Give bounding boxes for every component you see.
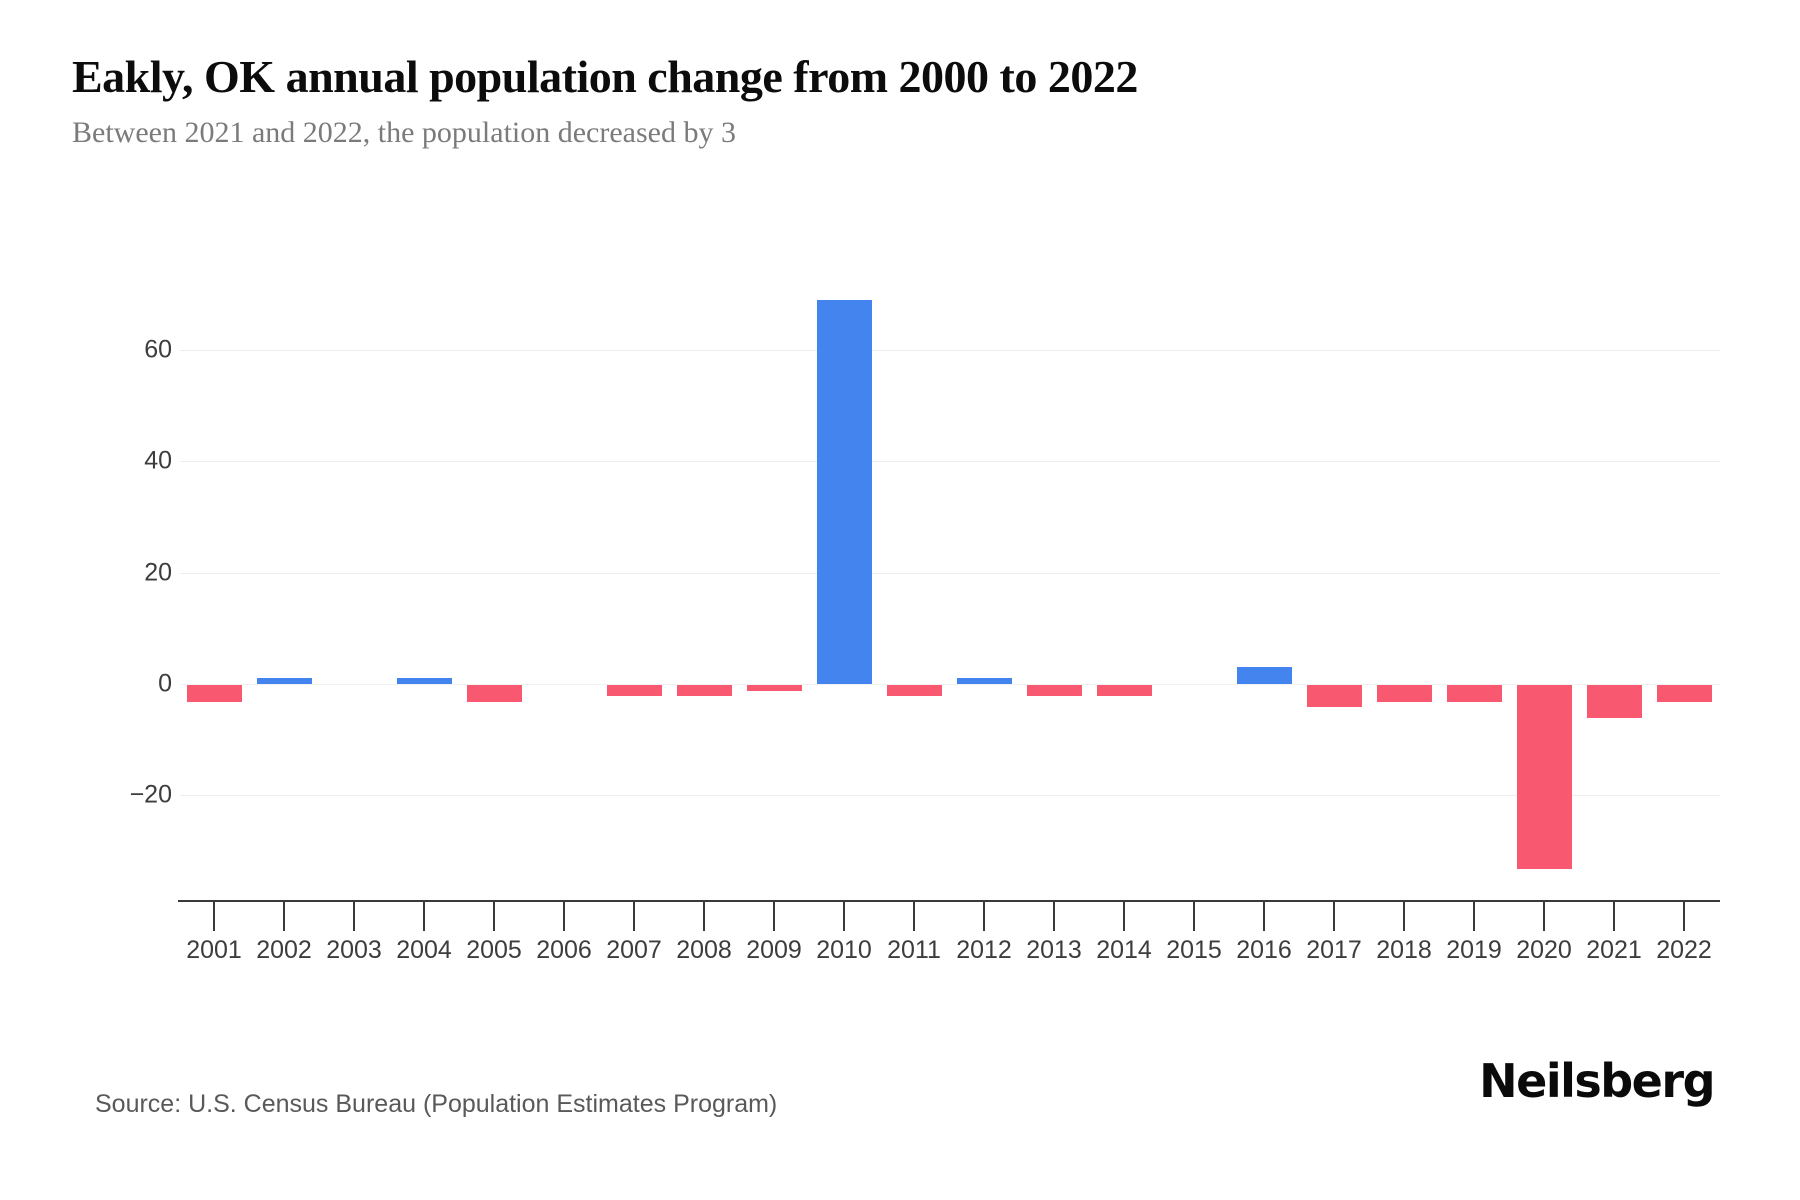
bar-2007[interactable]: [607, 685, 662, 696]
chart-title: Eakly, OK annual population change from …: [72, 51, 1138, 102]
x-axis-label-2021: 2021: [1586, 936, 1642, 964]
bar-2005[interactable]: [467, 685, 522, 702]
x-tick-2010: [843, 902, 845, 931]
x-tick-2019: [1473, 902, 1475, 931]
x-axis-label-2014: 2014: [1096, 936, 1152, 964]
source-note: Source: U.S. Census Bureau (Population E…: [95, 1090, 778, 1118]
x-axis-label-2013: 2013: [1026, 936, 1082, 964]
brand-logo: Neilsberg: [1479, 1054, 1715, 1108]
bar-chart: 60 40 20 0 −20 2001 2002 2003 2004 2005 2006 2007 20…: [129, 300, 1720, 964]
bar-2002[interactable]: [257, 678, 312, 684]
x-tick-2015: [1193, 902, 1195, 931]
bar-2008[interactable]: [677, 685, 732, 696]
x-axis-label-2022: 2022: [1656, 936, 1712, 964]
bar-2021[interactable]: [1587, 685, 1642, 718]
gridline-y-0: [180, 684, 1720, 685]
chart-subtitle: Between 2021 and 2022, the population de…: [72, 116, 736, 149]
x-axis-label-2001: 2001: [186, 936, 242, 964]
bar-2011[interactable]: [887, 685, 942, 696]
bar-2001[interactable]: [187, 685, 242, 702]
x-tick-2004: [423, 902, 425, 931]
bar-2004[interactable]: [397, 678, 452, 684]
x-tick-2007: [633, 902, 635, 931]
x-tick-2018: [1403, 902, 1405, 931]
bar-2014[interactable]: [1097, 685, 1152, 696]
y-axis-label-60: 60: [144, 335, 172, 364]
x-tick-2016: [1263, 902, 1265, 931]
x-tick-2022: [1683, 902, 1685, 931]
x-axis-label-2004: 2004: [396, 936, 452, 964]
gridline-y-60: [180, 350, 1720, 351]
x-axis-label-2012: 2012: [956, 936, 1012, 964]
x-axis-label-2015: 2015: [1166, 936, 1222, 964]
x-tick-2012: [983, 902, 985, 931]
bar-2019[interactable]: [1447, 685, 1502, 702]
bar-2016[interactable]: [1237, 667, 1292, 684]
x-tick-2001: [213, 902, 215, 931]
bar-2009[interactable]: [747, 685, 802, 691]
x-axis-label-2018: 2018: [1376, 936, 1432, 964]
x-axis-label-2005: 2005: [466, 936, 522, 964]
x-tick-2020: [1543, 902, 1545, 931]
x-axis-label-2017: 2017: [1306, 936, 1362, 964]
x-tick-2006: [563, 902, 565, 931]
gridline-y--20: [180, 795, 1720, 796]
bar-2017[interactable]: [1307, 685, 1362, 707]
x-tick-2002: [283, 902, 285, 931]
x-axis-label-2002: 2002: [256, 936, 312, 964]
x-axis-label-2009: 2009: [746, 936, 802, 964]
x-tick-2021: [1613, 902, 1615, 931]
y-axis-label-40: 40: [144, 446, 172, 475]
x-axis-label-2006: 2006: [536, 936, 592, 964]
bar-2010[interactable]: [817, 300, 872, 684]
x-axis-label-2011: 2011: [887, 936, 941, 964]
x-tick-2005: [493, 902, 495, 931]
bar-2012[interactable]: [957, 678, 1012, 684]
x-axis-label-2003: 2003: [326, 936, 382, 964]
x-axis-label-2008: 2008: [676, 936, 732, 964]
bar-2020[interactable]: [1517, 685, 1572, 869]
gridline-y-20: [180, 573, 1720, 574]
x-tick-2017: [1333, 902, 1335, 931]
x-tick-2011: [913, 902, 915, 931]
bar-2022[interactable]: [1657, 685, 1712, 702]
bar-2013[interactable]: [1027, 685, 1082, 696]
x-axis-label-2016: 2016: [1236, 936, 1292, 964]
x-tick-2014: [1123, 902, 1125, 931]
x-axis-label-2007: 2007: [606, 936, 662, 964]
x-axis-line: [178, 900, 1720, 902]
x-axis-label-2019: 2019: [1446, 936, 1502, 964]
gridline-y-40: [180, 461, 1720, 462]
y-axis-label-0: 0: [158, 669, 172, 698]
x-tick-2008: [703, 902, 705, 931]
y-axis-label-20: 20: [144, 558, 172, 587]
x-axis-label-2010: 2010: [816, 936, 872, 964]
bar-2018[interactable]: [1377, 685, 1432, 702]
x-tick-2009: [773, 902, 775, 931]
x-tick-2003: [353, 902, 355, 931]
x-axis-label-2020: 2020: [1516, 936, 1572, 964]
x-tick-2013: [1053, 902, 1055, 931]
y-axis-label--20: −20: [129, 780, 172, 809]
